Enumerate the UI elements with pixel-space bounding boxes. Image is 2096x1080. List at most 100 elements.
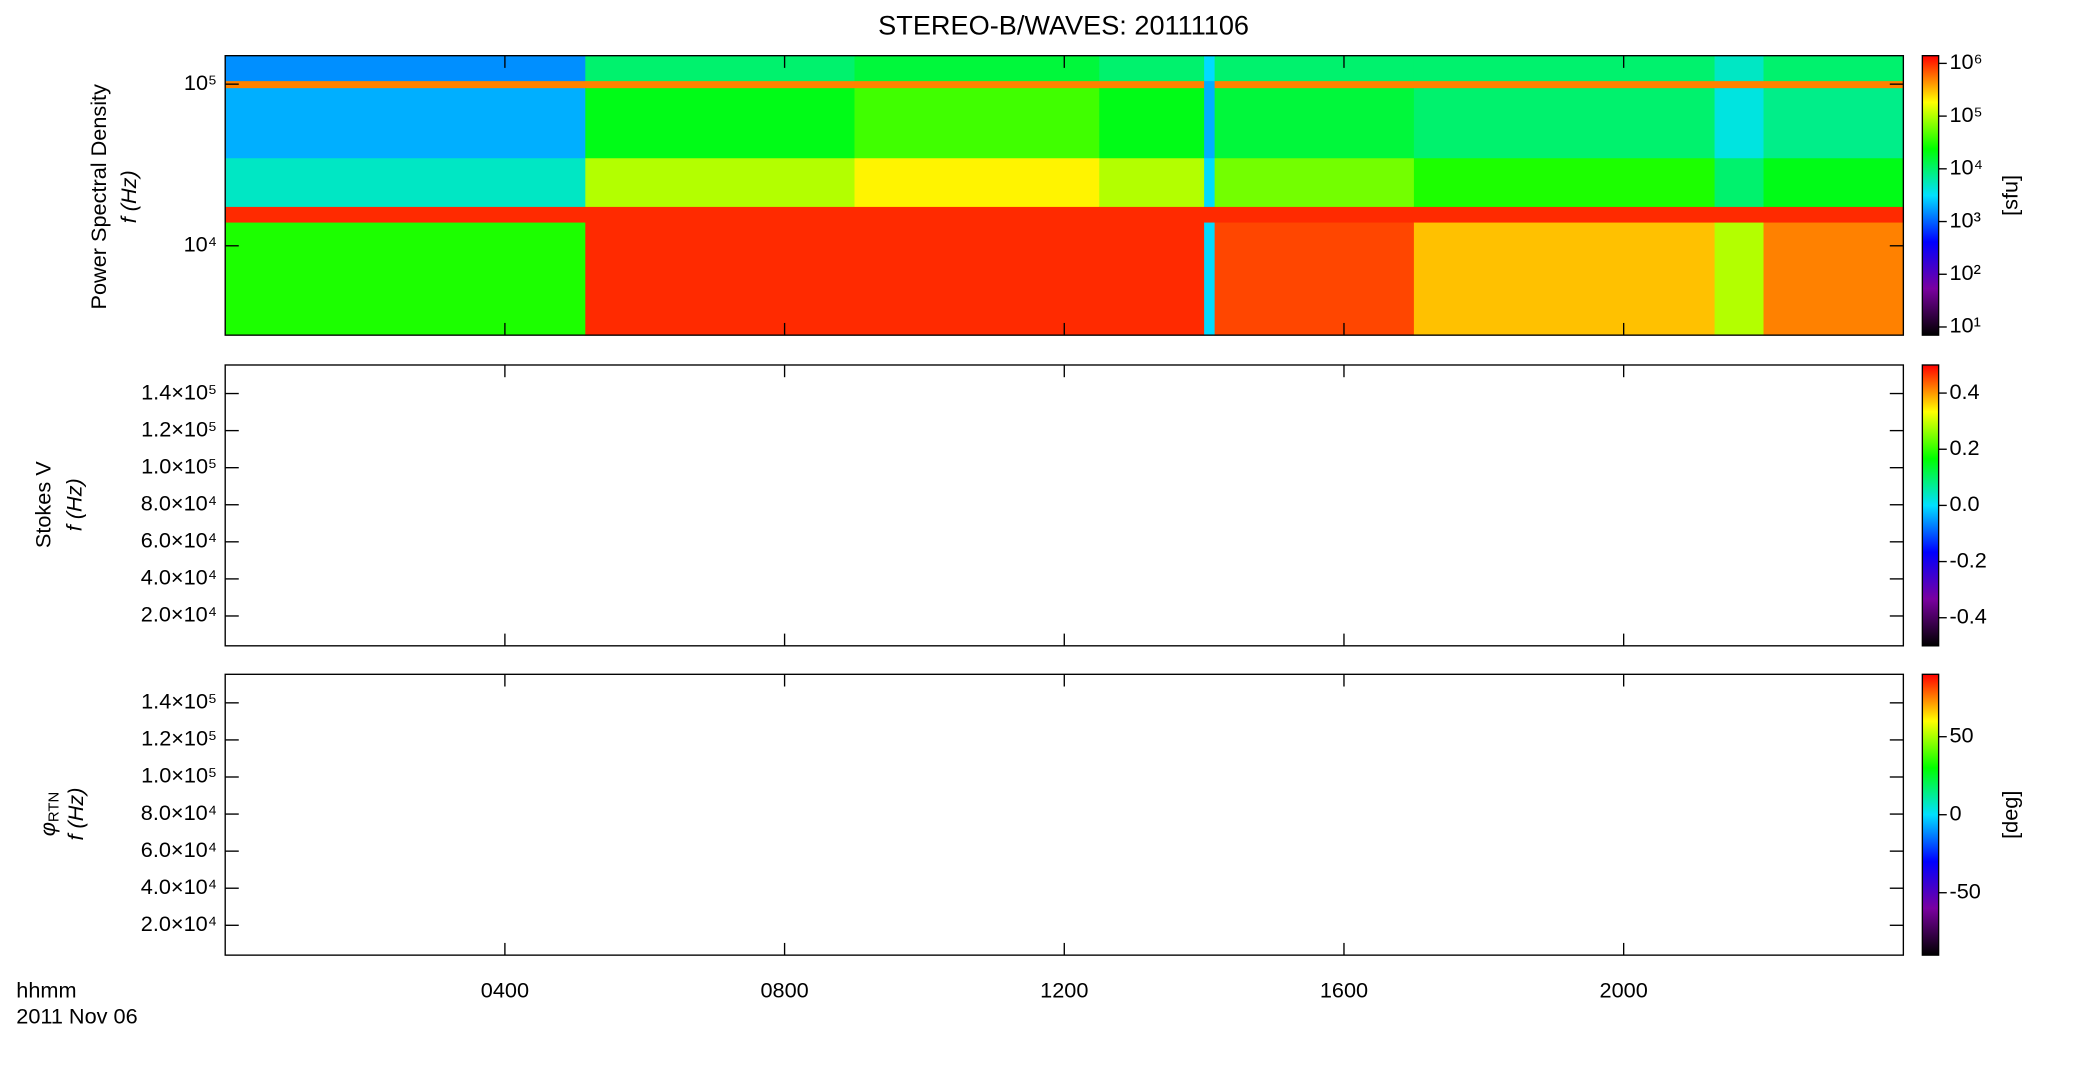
chart-title: STEREO-B/WAVES: 20111106 (878, 9, 1249, 40)
x-tick-label: 2000 (1600, 977, 1648, 1002)
heatmap-cell (225, 55, 586, 82)
colorbar-tick-label: 0.0 (1949, 491, 1979, 516)
colorbar-tick-label: 10⁶ (1949, 49, 1982, 74)
heatmap-cell (1099, 222, 1205, 336)
colorbar-tick-label: -0.2 (1949, 547, 1986, 572)
heatmap-cell (854, 80, 1100, 89)
heatmap-cell (1763, 55, 1904, 82)
heatmap-cell (1099, 157, 1205, 207)
heatmap-cell (585, 80, 855, 89)
x-tick-label: 0400 (481, 977, 529, 1002)
colorbar-tick-label: 10¹ (1949, 313, 1980, 338)
y-tick-label: 1.0×10⁵ (141, 453, 217, 478)
colorbar-label: [sfu] (1998, 175, 2023, 216)
colorbar-tick-label: 0.4 (1949, 379, 1979, 404)
y-tick-label: 1.2×10⁵ (141, 416, 217, 441)
y-tick-label: 4.0×10⁴ (141, 565, 217, 590)
heatmap-cell (585, 222, 855, 336)
heatmap-cell (1763, 206, 1904, 223)
colorbar-label: [deg] (1998, 791, 2023, 839)
heatmap-cell (225, 157, 586, 207)
heatmap-cell (1714, 157, 1764, 207)
plot-frame (224, 364, 1905, 647)
heatmap-cell (1413, 87, 1715, 159)
heatmap-cell (1714, 206, 1764, 223)
heatmap-cell (1204, 80, 1216, 89)
heatmap-cell (225, 206, 586, 223)
heatmap-cell (1204, 206, 1216, 223)
heatmap-cell (1204, 157, 1216, 207)
y-tick-label: 1.0×10⁵ (141, 763, 217, 788)
heatmap-cell (1714, 55, 1764, 82)
colorbar-tick-label: 0.2 (1949, 435, 1979, 460)
colorbar-tick-label: 10⁴ (1949, 155, 1982, 180)
heatmap-cell (225, 80, 586, 89)
heatmap-cell (585, 87, 855, 159)
colorbar-tick-label: 10³ (1949, 207, 1980, 232)
heatmap-cell (1763, 87, 1904, 159)
heatmap-cell (1099, 55, 1205, 82)
heatmap-cell (585, 157, 855, 207)
y-axis-label: Power Spectral Density (86, 84, 111, 310)
colorbar-tick-label: -50 (1949, 878, 1980, 903)
colorbar-tick-label: 10² (1949, 260, 1980, 285)
heatmap-cell (1214, 87, 1415, 159)
colorbar (1921, 364, 1940, 647)
y-tick-label: 10⁵ (184, 70, 217, 95)
heatmap-cell (854, 55, 1100, 82)
heatmap-cell (1763, 80, 1904, 89)
y-tick-label: 1.4×10⁵ (141, 689, 217, 714)
y-tick-label: 2.0×10⁴ (141, 602, 217, 627)
y-tick-label: 8.0×10⁴ (141, 800, 217, 825)
heatmap-cell (1413, 55, 1715, 82)
heatmap-cell (1413, 206, 1715, 223)
y-tick-label: 6.0×10⁴ (141, 837, 217, 862)
heatmap-cell (854, 222, 1100, 336)
colorbar-tick-label: 0 (1949, 800, 1961, 825)
y-axis-label: φRTN (35, 792, 63, 837)
heatmap-cell (225, 222, 586, 336)
heatmap-cell (1214, 157, 1415, 207)
y-tick-label: 1.4×10⁵ (141, 379, 217, 404)
heatmap-cell (1714, 222, 1764, 336)
y-tick-label: 10⁴ (184, 232, 217, 257)
heatmap-cell (854, 87, 1100, 159)
y-axis-subscript: RTN (45, 792, 62, 822)
heatmap-cell (1763, 157, 1904, 207)
heatmap-cell (1714, 87, 1764, 159)
x-tick-label: 0800 (760, 977, 808, 1002)
plot-frame (224, 673, 1905, 956)
heatmap-cell (225, 87, 586, 159)
date-label: 2011 Nov 06 (16, 1003, 137, 1028)
colorbar (1921, 673, 1940, 956)
x-tick-label: 1600 (1320, 977, 1368, 1002)
heatmap-cell (1413, 222, 1715, 336)
x-axis-label: hhmm (16, 977, 76, 1002)
colorbar (1921, 55, 1940, 336)
colorbar-tick-label: 50 (1949, 722, 1973, 747)
heatmap-cell (1214, 80, 1415, 89)
y-axis-label: f (Hz) (116, 170, 141, 223)
heatmap-cell (1214, 222, 1415, 336)
colorbar-tick-label: 10⁵ (1949, 102, 1982, 127)
heatmap-cell (1413, 80, 1715, 89)
heatmap-cell (1099, 87, 1205, 159)
heatmap-cell (1714, 80, 1764, 89)
y-tick-label: 8.0×10⁴ (141, 490, 217, 515)
heatmap-cell (585, 55, 855, 82)
heatmap-cell (1214, 55, 1415, 82)
colorbar-tick-label: -0.4 (1949, 603, 1986, 628)
y-tick-label: 6.0×10⁴ (141, 528, 217, 553)
heatmap-cell (854, 157, 1100, 207)
heatmap-cell (585, 206, 855, 223)
y-axis-label: Stokes V (31, 461, 56, 548)
y-tick-label: 4.0×10⁴ (141, 874, 217, 899)
heatmap-cell (1413, 157, 1715, 207)
y-axis-label: f (Hz) (63, 788, 88, 841)
heatmap-cell (1204, 87, 1216, 159)
heatmap-cell (1099, 206, 1205, 223)
heatmap-cell (854, 206, 1100, 223)
heatmap-cell (1214, 206, 1415, 223)
heatmap-cell (1204, 222, 1216, 336)
